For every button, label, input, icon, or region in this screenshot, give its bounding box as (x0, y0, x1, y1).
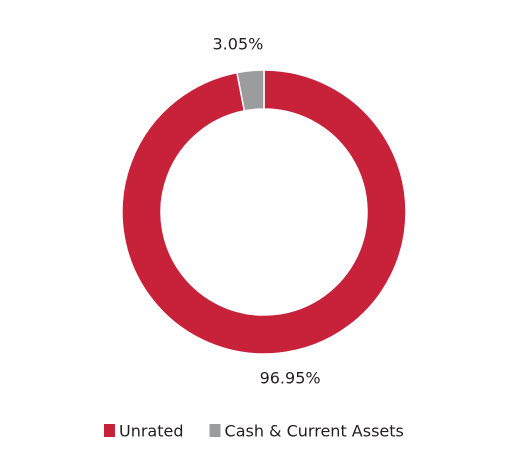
value-label: 3.05% (213, 34, 264, 53)
donut-segment (236, 69, 265, 112)
legend-label: Cash & Current Assets (225, 422, 404, 441)
legend-swatch (209, 424, 221, 437)
value-label: 96.95% (260, 369, 321, 388)
legend-label: Unrated (119, 422, 184, 441)
donut-segment (121, 69, 407, 355)
legend-swatch (104, 424, 115, 437)
